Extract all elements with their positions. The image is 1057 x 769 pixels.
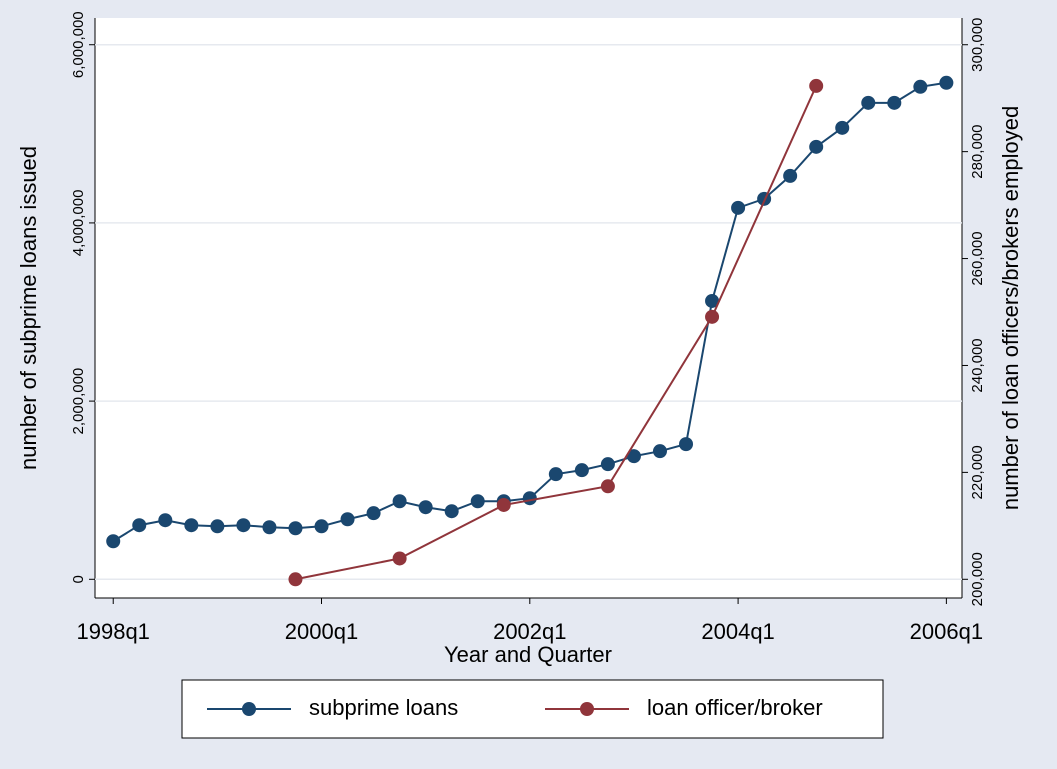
data-point [340, 512, 355, 527]
data-point [262, 520, 277, 535]
legend-marker [580, 702, 594, 716]
data-point [288, 521, 303, 536]
data-point [158, 513, 173, 528]
data-point [652, 444, 667, 459]
legend-label: subprime loans [309, 695, 458, 720]
x-tick-label: 2002q1 [493, 619, 566, 644]
data-point [314, 519, 329, 534]
legend [181, 679, 884, 739]
data-point [392, 551, 407, 566]
data-point [783, 168, 798, 183]
data-point [861, 95, 876, 110]
data-point [522, 491, 537, 506]
data-point [236, 518, 251, 533]
data-point [705, 293, 720, 308]
data-point [939, 75, 954, 90]
data-point [574, 463, 589, 478]
y-tick-label: 0 [70, 575, 87, 583]
data-point [548, 467, 563, 482]
y2-tick-label: 260,000 [969, 231, 986, 285]
y2-tick-label: 280,000 [969, 125, 986, 179]
data-point [392, 494, 407, 509]
data-point [184, 518, 199, 533]
data-point [809, 139, 824, 154]
y-tick-label: 2,000,000 [70, 368, 87, 435]
y2-axis-title: number of loan officers/brokers employed [998, 106, 1023, 510]
y2-tick-label: 200,000 [969, 552, 986, 606]
y2-tick-label: 300,000 [969, 18, 986, 72]
data-point [600, 457, 615, 472]
legend-label: loan officer/broker [647, 695, 823, 720]
data-point [366, 506, 381, 521]
x-axis-title: Year and Quarter [444, 642, 612, 667]
data-point [809, 78, 824, 93]
x-tick-label: 2000q1 [285, 619, 358, 644]
x-tick-label: 2004q1 [701, 619, 774, 644]
series-line [295, 85, 818, 581]
data-point [210, 519, 225, 534]
data-point [600, 479, 615, 494]
data-point [705, 309, 720, 324]
data-point [626, 449, 641, 464]
data-point [288, 572, 303, 587]
data-point [679, 437, 694, 452]
plot-area [95, 18, 962, 598]
data-point [470, 494, 485, 509]
y2-tick-label: 240,000 [969, 338, 986, 392]
data-point [887, 95, 902, 110]
data-point [913, 79, 928, 94]
data-point [444, 504, 459, 519]
data-point [835, 120, 850, 135]
data-point [496, 497, 511, 512]
y-tick-label: 4,000,000 [70, 190, 87, 257]
data-point [418, 500, 433, 515]
x-tick-label: 2006q1 [910, 619, 983, 644]
y-axis-title: number of subprime loans issued [16, 146, 41, 470]
x-tick-label: 1998q1 [77, 619, 150, 644]
data-point [132, 518, 147, 533]
legend-marker [242, 702, 256, 716]
data-point [106, 534, 121, 549]
y-tick-label: 6,000,000 [70, 11, 87, 78]
data-point [731, 200, 746, 215]
y2-tick-label: 220,000 [969, 445, 986, 499]
